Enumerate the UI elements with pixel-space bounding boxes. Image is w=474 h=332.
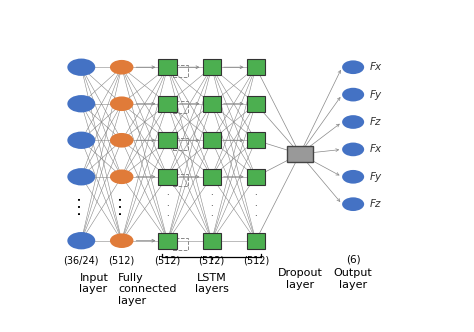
- Circle shape: [342, 197, 364, 211]
- Text: (36/24): (36/24): [64, 256, 99, 266]
- Text: Fx: Fx: [370, 62, 382, 72]
- Bar: [158, 169, 177, 185]
- Text: ·
·
·: · · ·: [255, 192, 257, 221]
- Text: Input
layer: Input layer: [80, 273, 109, 294]
- Circle shape: [342, 60, 364, 74]
- Bar: [246, 233, 265, 249]
- Text: Fz: Fz: [370, 199, 381, 209]
- Circle shape: [342, 115, 364, 129]
- Bar: [158, 233, 177, 249]
- Bar: [287, 146, 313, 162]
- Text: Fully
connected
layer: Fully connected layer: [118, 273, 176, 306]
- Text: Fy: Fy: [370, 172, 382, 182]
- Text: Dropout
layer: Dropout layer: [277, 268, 322, 290]
- Circle shape: [110, 233, 134, 248]
- Circle shape: [67, 131, 95, 149]
- Bar: [173, 238, 188, 250]
- Bar: [173, 101, 188, 113]
- Bar: [202, 96, 221, 112]
- Text: (512): (512): [243, 256, 269, 266]
- Bar: [246, 59, 265, 75]
- Bar: [173, 174, 188, 186]
- Bar: [173, 65, 188, 77]
- Bar: [158, 96, 177, 112]
- Text: (512): (512): [199, 256, 225, 266]
- Circle shape: [110, 133, 134, 147]
- Circle shape: [110, 96, 134, 111]
- Bar: [246, 169, 265, 185]
- Bar: [202, 59, 221, 75]
- Text: (6): (6): [346, 254, 360, 264]
- Circle shape: [342, 88, 364, 102]
- Text: Fx: Fx: [370, 144, 382, 154]
- Bar: [202, 169, 221, 185]
- Circle shape: [342, 142, 364, 156]
- Text: ·
·
·: · · ·: [210, 192, 213, 221]
- Text: ·
·
·: · · ·: [166, 192, 169, 221]
- Text: (512): (512): [155, 256, 181, 266]
- Text: Fz: Fz: [370, 117, 381, 127]
- Bar: [246, 96, 265, 112]
- Bar: [202, 132, 221, 148]
- Bar: [202, 233, 221, 249]
- Bar: [173, 138, 188, 150]
- Circle shape: [67, 58, 95, 76]
- Text: · · ·: · · ·: [76, 198, 86, 215]
- Circle shape: [67, 168, 95, 186]
- Bar: [246, 132, 265, 148]
- Text: Fy: Fy: [370, 90, 382, 100]
- Circle shape: [110, 169, 134, 184]
- Circle shape: [67, 232, 95, 249]
- Circle shape: [342, 170, 364, 184]
- Text: (512): (512): [109, 256, 135, 266]
- Bar: [158, 132, 177, 148]
- Text: LSTM
layers: LSTM layers: [195, 273, 228, 294]
- Text: · · ·: · · ·: [117, 198, 127, 215]
- Bar: [158, 59, 177, 75]
- Text: Output
layer: Output layer: [334, 268, 373, 290]
- Circle shape: [110, 60, 134, 74]
- Circle shape: [67, 95, 95, 113]
